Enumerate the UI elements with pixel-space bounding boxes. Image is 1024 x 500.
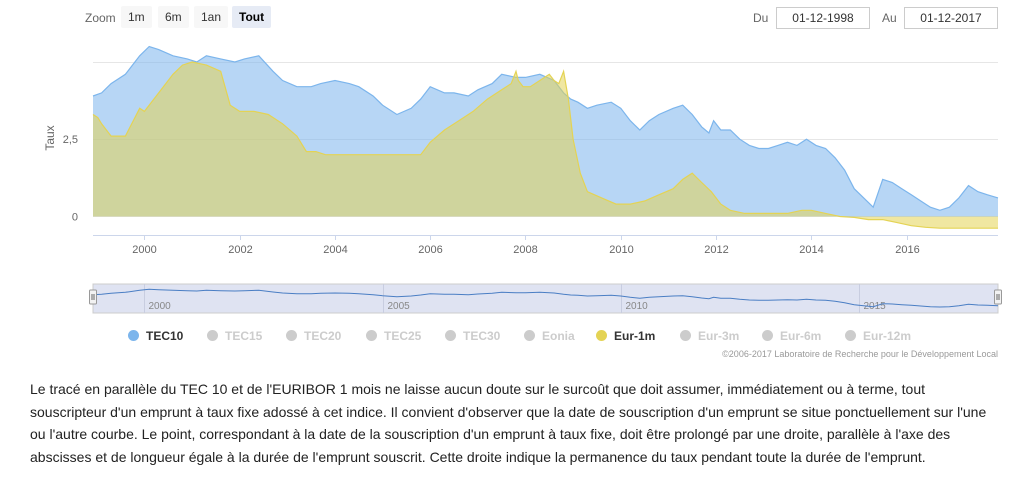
x-tick-label: 2004 <box>323 244 347 256</box>
legend-item-tec15[interactable]: TEC15 <box>207 329 262 345</box>
legend-label: Eur-12m <box>863 329 912 343</box>
from-date-label: Du <box>753 11 769 25</box>
zoom-6m-button[interactable]: 6m <box>158 6 189 28</box>
legend-label: TEC30 <box>463 329 501 343</box>
legend-dot <box>762 330 773 341</box>
y-tick-label: 2,5 <box>63 134 78 146</box>
zoom-label: Zoom <box>85 11 116 25</box>
navigator-year-label: 2005 <box>388 301 411 312</box>
x-tick-label: 2002 <box>228 244 252 256</box>
legend-item-eonia[interactable]: Eonia <box>524 329 575 345</box>
legend-item-tec30[interactable]: TEC30 <box>445 329 500 345</box>
series-area-eur-1m <box>93 62 998 229</box>
y-axis-title: Taux <box>43 125 57 150</box>
legend-dot <box>286 330 297 341</box>
legend-item-tec25[interactable]: TEC25 <box>366 329 421 345</box>
legend-dot <box>680 330 691 341</box>
to-date-label: Au <box>882 11 897 25</box>
legend-dot <box>445 330 456 341</box>
y-tick-labels: 02,5 <box>63 134 78 223</box>
series-layer <box>92 45 999 229</box>
legend-item-tec10[interactable]: TEC10 <box>128 329 183 345</box>
zoom-1m-button[interactable]: 1m <box>121 6 152 28</box>
y-tick-label: 0 <box>72 211 78 223</box>
legend-dot <box>207 330 218 341</box>
legend-item-eur-12m[interactable]: Eur-12m <box>845 329 911 345</box>
navigator-mask[interactable] <box>92 283 999 314</box>
x-tick-label: 2006 <box>418 244 442 256</box>
legend-dot <box>596 330 607 341</box>
x-tick-label: 2010 <box>609 244 633 256</box>
legend-item-eur-3m[interactable]: Eur-3m <box>680 329 739 345</box>
x-tick-label: 2008 <box>513 244 537 256</box>
legend-label: Eur-1m <box>614 329 656 343</box>
navigator-year-label: 2010 <box>626 301 649 312</box>
series-line-eur-1m[interactable] <box>92 61 998 229</box>
legend-label: TEC25 <box>384 329 422 343</box>
x-ticks: 2000 2002 2004 2006 2008 2010 2012 2014 2016 <box>132 235 920 256</box>
navigator[interactable]: 2000 2005 2010 2015 <box>89 283 1002 314</box>
legend-item-tec20[interactable]: TEC20 <box>286 329 341 345</box>
zoom-all-button[interactable]: Tout <box>232 6 272 28</box>
legend-item-eur-1m[interactable]: Eur-1m <box>596 329 655 345</box>
legend-label: TEC20 <box>304 329 342 343</box>
x-tick-label: 2000 <box>132 244 156 256</box>
legend-label: TEC10 <box>146 329 184 343</box>
navigator-series <box>92 288 999 308</box>
legend-label: Eur-6m <box>780 329 822 343</box>
navigator-year-label: 2000 <box>149 301 172 312</box>
x-tick-label: 2014 <box>799 244 823 256</box>
legend-item-eur-6m[interactable]: Eur-6m <box>762 329 821 345</box>
zoom-1an-button[interactable]: 1an <box>194 6 229 28</box>
credits[interactable]: ©2006-2017 Laboratoire de Recherche pour… <box>722 349 998 359</box>
series-line-tec10[interactable] <box>92 45 999 211</box>
x-tick-label: 2016 <box>895 244 919 256</box>
rate-chart[interactable]: Taux 02,5 2000 2002 2004 2006 2008 2010 2012 20… <box>0 0 1024 320</box>
legend-dot <box>524 330 535 341</box>
x-tick-label: 2012 <box>704 244 728 256</box>
navigator-right-handle[interactable] <box>994 289 1002 305</box>
explanation-paragraph: Le tracé en parallèle du TEC 10 et de l'… <box>30 381 987 465</box>
legend-label: Eur-3m <box>698 329 740 343</box>
to-date-input[interactable] <box>904 7 998 29</box>
legend-dot <box>128 330 139 341</box>
navigator-left-handle[interactable] <box>89 289 97 305</box>
legend-dot <box>366 330 377 341</box>
from-date-input[interactable] <box>776 7 870 29</box>
legend-label: TEC15 <box>225 329 263 343</box>
legend-dot <box>845 330 856 341</box>
legend-label: Eonia <box>542 329 575 343</box>
